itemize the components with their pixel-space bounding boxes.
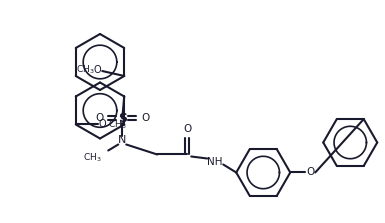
- Text: O: O: [94, 65, 101, 75]
- Text: CH$_3$: CH$_3$: [109, 118, 127, 131]
- Text: O: O: [95, 114, 104, 124]
- Text: N: N: [118, 136, 126, 145]
- Text: CH$_3$: CH$_3$: [83, 151, 102, 164]
- Text: S: S: [118, 112, 127, 125]
- Text: CH$_3$: CH$_3$: [76, 64, 95, 76]
- Text: O: O: [99, 120, 107, 130]
- Text: NH: NH: [208, 157, 223, 167]
- Text: O: O: [141, 114, 149, 124]
- Text: O: O: [306, 167, 315, 178]
- Text: O: O: [183, 124, 191, 134]
